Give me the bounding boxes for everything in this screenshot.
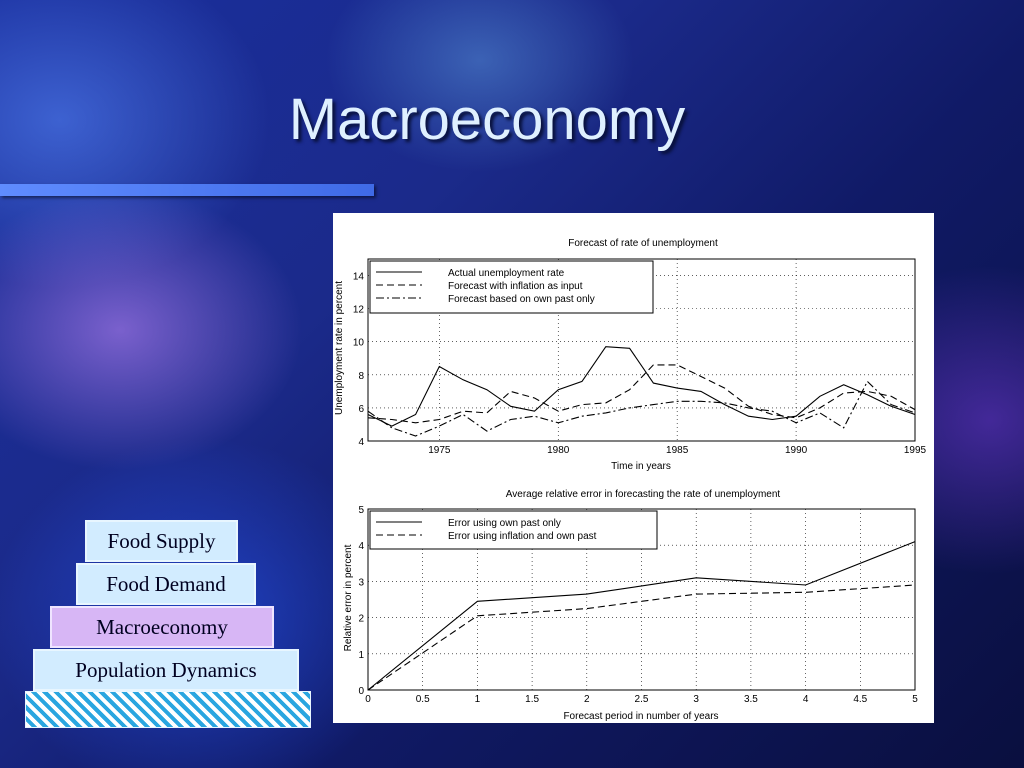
pyramid-level-food-supply: Food Supply <box>85 520 238 562</box>
slide-title: Macroeconomy <box>288 87 686 152</box>
chart2-ytick-label: 1 <box>358 650 364 661</box>
chart2-xtick-label: 0 <box>365 694 371 705</box>
chart2-series-line-2 <box>367 584 916 691</box>
pyramid-level-macroeconomy: Macroeconomy <box>50 606 274 648</box>
chart2-xlabel: Forecast period in number of years <box>563 711 718 722</box>
chart2-series-line-1 <box>367 541 916 691</box>
chart2-ytick-label: 0 <box>358 686 364 697</box>
pyramid-level-food-demand: Food Demand <box>76 563 256 605</box>
chart1-series-line-1 <box>367 346 916 427</box>
chart2-xtick-label: 3.5 <box>744 694 758 705</box>
chart1-xtick-label: 1985 <box>666 445 689 456</box>
chart2-ytick-label: 3 <box>358 577 364 588</box>
chart2-legend-box <box>369 510 658 550</box>
chart1-xtick-label: 1990 <box>785 445 808 456</box>
chart2-xtick-label: 1 <box>475 694 481 705</box>
chart1-legend-box <box>369 260 654 314</box>
chart1-legend-label-3: Forecast based on own past only <box>448 294 595 305</box>
chart1-legend-label-2: Forecast with inflation as input <box>448 281 583 292</box>
pyramid-base-hatched <box>25 691 311 728</box>
pyramid-level-population-dynamics: Population Dynamics <box>33 649 299 691</box>
chart1-ylabel: Unemployment rate in percent <box>334 281 345 415</box>
chart2-xtick-label: 5 <box>912 694 918 705</box>
chart1-ytick-label: 14 <box>353 272 365 283</box>
chart1-series-line-2 <box>367 364 916 424</box>
chart1-ytick-label: 12 <box>353 305 365 316</box>
chart1-ytick-label: 10 <box>353 338 365 349</box>
chart1-series-line-3 <box>367 380 916 437</box>
chart1-ytick-label: 8 <box>358 371 364 382</box>
chart1-axes-frame <box>367 258 916 442</box>
chart1-ytick-label: 6 <box>358 404 364 415</box>
chart1-xlabel: Time in years <box>611 461 671 472</box>
chart2-xtick-label: 1.5 <box>525 694 539 705</box>
chart1-ytick-label: 4 <box>358 437 364 448</box>
title-underline-bar <box>0 184 374 196</box>
charts-svg: Forecast of rate of unemployment Time in… <box>334 238 927 722</box>
chart1-legend-label-1: Actual unemployment rate <box>448 268 565 279</box>
chart1-title: Forecast of rate of unemployment <box>568 238 718 249</box>
chart2-legend-label-2: Error using inflation and own past <box>448 531 597 542</box>
chart2-legend-label-1: Error using own past only <box>448 518 561 529</box>
chart2-xtick-label: 2.5 <box>635 694 649 705</box>
chart1-xtick-label: 1980 <box>547 445 570 456</box>
chart2-ytick-label: 2 <box>358 614 364 625</box>
chart2-xtick-label: 3 <box>693 694 699 705</box>
chart1-xtick-label: 1975 <box>428 445 451 456</box>
chart2-xtick-label: 4 <box>803 694 809 705</box>
chart2-xtick-label: 4.5 <box>853 694 867 705</box>
chart2-ytick-label: 5 <box>358 505 364 516</box>
chart2-xtick-label: 0.5 <box>416 694 430 705</box>
chart2-axes-frame <box>367 508 916 691</box>
chart2-ytick-label: 4 <box>358 541 364 552</box>
chart2-ylabel: Relative error in percent <box>343 544 354 651</box>
charts-panel: Forecast of rate of unemployment Time in… <box>333 213 934 723</box>
chart2-title: Average relative error in forecasting th… <box>506 489 781 500</box>
chart2-xtick-label: 2 <box>584 694 590 705</box>
chart1-xtick-label: 1995 <box>904 445 927 456</box>
